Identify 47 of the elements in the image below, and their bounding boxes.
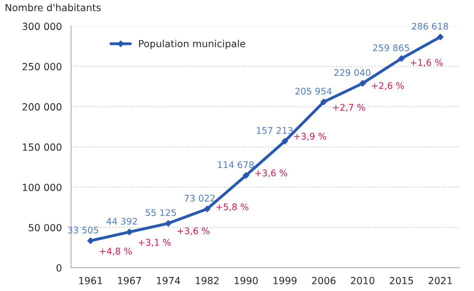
y-tick-label: 150 000 [22, 143, 62, 151]
x-tick-label: 2021 [428, 276, 452, 284]
data-label: 73 022 [184, 194, 215, 202]
point [204, 205, 211, 212]
annotation: +2,6 % [372, 82, 404, 90]
data-label: 286 618 [412, 22, 448, 30]
data-label: 229 040 [334, 69, 370, 76]
point [320, 98, 328, 106]
data-label: 44 392 [106, 218, 137, 225]
point [164, 220, 172, 227]
x-tick-label: 2006 [312, 276, 336, 284]
data-label: 259 865 [373, 44, 410, 52]
x-tick-label: 2015 [390, 276, 413, 284]
data-label: 55 125 [146, 209, 176, 216]
annotation: +2,7 % [333, 104, 365, 112]
y-tick-label: 200 000 [22, 103, 62, 111]
point [126, 228, 133, 236]
x-tick-label: 1967 [118, 276, 141, 284]
y-axis-title: Nombre d'habitants [6, 4, 101, 12]
annotation: +3,9 % [294, 132, 326, 141]
annotation: +5,8 % [216, 203, 248, 212]
x-tick-label: 1961 [79, 276, 102, 284]
annotation: +3,6 % [178, 227, 210, 236]
x-tick-label: 1982 [196, 276, 219, 284]
point [359, 80, 366, 87]
annotation: +1,6 % [410, 59, 443, 67]
point [242, 172, 250, 179]
x-tick-label: 1974 [156, 276, 180, 284]
annotation: +3,1 % [138, 238, 171, 247]
point [281, 138, 288, 145]
y-tick-label: 50 000 [28, 224, 62, 232]
annotation: +3,6 % [255, 170, 288, 178]
x-tick-label: 1990 [234, 276, 258, 284]
legend-label: Population municipale [139, 40, 246, 50]
data-label: 33 505 [68, 226, 98, 234]
y-tick-label: 300 000 [22, 22, 62, 30]
point [87, 237, 94, 244]
x-tick-label: 2010 [350, 276, 374, 284]
data-label: 205 954 [295, 88, 332, 95]
data-label: 114 678 [218, 161, 254, 168]
y-tick-label: 250 000 [22, 62, 62, 70]
x-tick-label: 1999 [274, 276, 297, 284]
y-tick-label: 0 [56, 264, 62, 272]
annotation: +4,8 % [100, 248, 132, 256]
data-label: 157 213 [256, 127, 292, 134]
point [436, 34, 444, 40]
y-tick-label: 100 000 [22, 184, 62, 192]
